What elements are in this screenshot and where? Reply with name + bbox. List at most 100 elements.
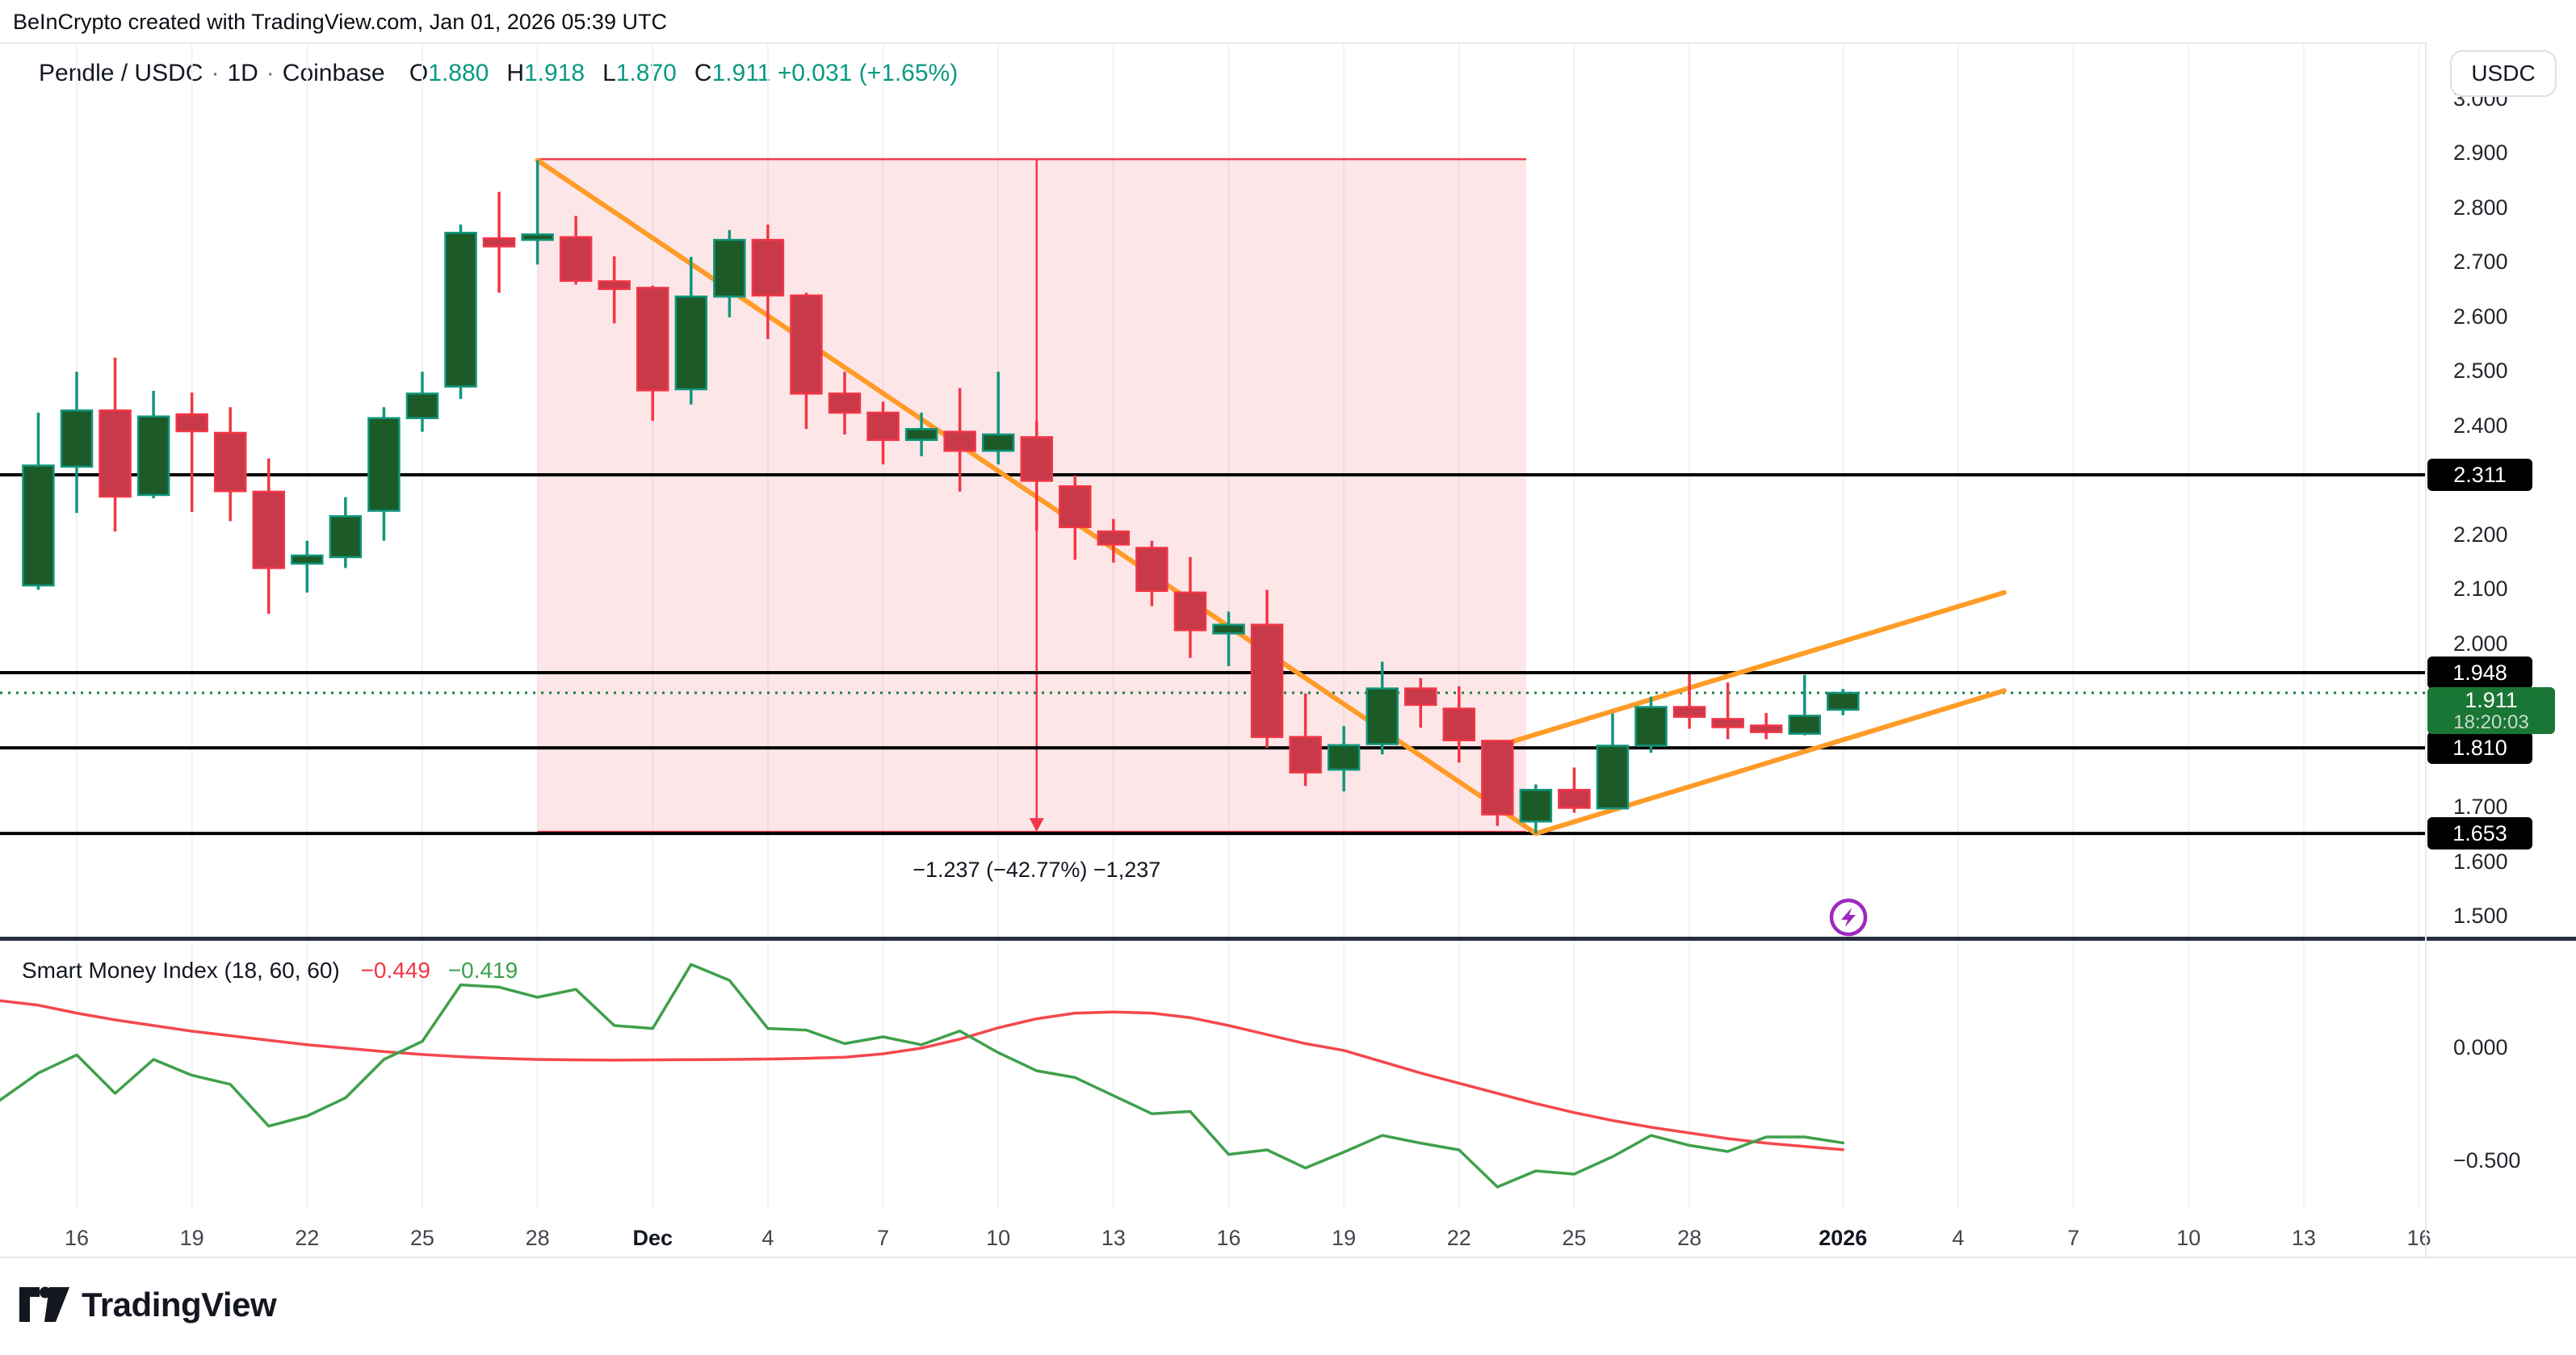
candle-body xyxy=(1173,591,1207,631)
candle-body xyxy=(866,411,900,442)
ohlc-letter: C xyxy=(694,60,712,86)
candle-body xyxy=(1059,485,1092,529)
attribution-text: BeInCrypto created with TradingView.com,… xyxy=(13,10,667,34)
price-tick-label: 2.500 xyxy=(2453,359,2508,384)
candle-body xyxy=(1097,530,1131,546)
time-tick-label: 2026 xyxy=(1819,1226,1868,1250)
price-tick-label: 2.200 xyxy=(2453,522,2508,547)
widget-bottom-border xyxy=(0,1256,2576,1258)
current-price-tag: 1.911 18:20:03 xyxy=(2427,687,2555,734)
currency-toggle-button[interactable]: USDC xyxy=(2450,50,2557,97)
time-tick-label: 28 xyxy=(1677,1226,1702,1250)
lightning-bolt-glyph xyxy=(1841,908,1856,927)
time-tick-label: 19 xyxy=(179,1226,204,1250)
candle-body xyxy=(367,417,401,512)
pane-separator[interactable] xyxy=(0,937,2576,941)
ohlc-value: 1.870 xyxy=(615,60,677,86)
candle-body xyxy=(1135,547,1168,593)
candle-body xyxy=(1596,745,1630,810)
price-tick-label: 2.100 xyxy=(2453,577,2508,602)
separator-dot: · xyxy=(211,60,220,86)
candle-body xyxy=(1634,706,1668,747)
ohlc-value: 1.880 xyxy=(428,60,489,86)
candle-body xyxy=(291,554,324,565)
time-tick-label: 13 xyxy=(2291,1226,2316,1250)
candle-body xyxy=(60,409,94,468)
candle-body xyxy=(636,287,669,392)
price-tick-label: 1.600 xyxy=(2453,849,2508,874)
header-divider xyxy=(0,42,2425,44)
time-tick-label: 13 xyxy=(1101,1226,1126,1250)
ohlc-value: 1.911 xyxy=(711,60,771,86)
time-tick-label: Dec xyxy=(632,1226,673,1250)
indicator-title-row[interactable]: Smart Money Index (18, 60, 60) −0.449 −0… xyxy=(22,958,518,984)
time-tick-label: 28 xyxy=(525,1226,550,1250)
candle-body xyxy=(1788,715,1821,735)
price-tick-label: 2.600 xyxy=(2453,304,2508,329)
trend-line[interactable] xyxy=(1533,688,2008,837)
symbol-row[interactable]: Pendle / USDC · 1D · Coinbase O1.880 H1.918 L1… xyxy=(39,60,958,87)
time-tick-label: 7 xyxy=(877,1226,890,1250)
bar-countdown: 18:20:03 xyxy=(2453,711,2529,733)
ohlc-readout: O1.880 H1.918 L1.870 C1.911 xyxy=(392,60,770,86)
ohlc-letter: O xyxy=(409,60,429,86)
candle-body xyxy=(1366,687,1399,745)
price-level-tag: 2.311 xyxy=(2427,459,2532,491)
tradingview-wordmark: TradingView xyxy=(82,1286,277,1324)
time-tick-label: 4 xyxy=(1952,1226,1965,1250)
price-level-tag: 1.948 xyxy=(2427,657,2532,690)
smi-line-red xyxy=(0,999,1845,1152)
candle-body xyxy=(674,296,708,391)
candle-body xyxy=(1442,707,1476,741)
candle-body xyxy=(1558,788,1591,809)
price-axis-border xyxy=(2425,42,2427,1258)
candle-body xyxy=(1289,736,1322,774)
candle-body xyxy=(828,392,862,414)
candle-body xyxy=(99,409,132,498)
candle-body xyxy=(751,238,785,297)
candle-body xyxy=(1749,724,1783,733)
measurement-label: −1.237 (−42.77%) −1,237 xyxy=(913,858,1161,882)
price-level-tag: 1.810 xyxy=(2427,732,2532,765)
candle-body xyxy=(175,413,208,433)
price-tick-label: 2.900 xyxy=(2453,141,2508,166)
time-tick-label: 22 xyxy=(1446,1226,1471,1250)
candle-body xyxy=(1672,706,1706,718)
candle-body xyxy=(213,431,247,493)
candle-body xyxy=(1519,788,1553,823)
candle-body xyxy=(482,237,516,248)
smi-tick-label: −0.500 xyxy=(2453,1148,2521,1173)
indicator-name: Smart Money Index (18, 60, 60) xyxy=(22,958,340,983)
interval-label: 1D xyxy=(227,60,258,86)
measurement-arrow-head xyxy=(1029,818,1044,833)
time-tick-label: 16 xyxy=(2406,1226,2431,1250)
price-tick-label: 1.500 xyxy=(2453,904,2508,929)
candle-body xyxy=(943,430,976,452)
price-tick-label: 2.000 xyxy=(2453,631,2508,656)
candle-body xyxy=(22,464,55,587)
time-tick-label: 16 xyxy=(64,1226,90,1250)
candle-body xyxy=(790,294,823,395)
candle-body xyxy=(559,236,593,282)
tradingview-logo-link[interactable]: TradingView xyxy=(19,1285,277,1325)
time-tick-label: 4 xyxy=(761,1226,774,1250)
trend-line[interactable] xyxy=(1510,589,2008,745)
time-tick-label: 10 xyxy=(986,1226,1011,1250)
time-tick-label: 25 xyxy=(1562,1226,1587,1250)
candle-body xyxy=(904,428,938,442)
candle-body xyxy=(1827,691,1860,711)
time-tick-label: 22 xyxy=(295,1226,320,1250)
time-tick-label: 16 xyxy=(1216,1226,1241,1250)
price-level-tag: 1.653 xyxy=(2427,817,2532,850)
symbol-name: Pendle / USDC xyxy=(39,60,203,86)
candle-body xyxy=(1711,718,1744,728)
smi-line-green xyxy=(0,963,1845,1189)
exchange-label: Coinbase xyxy=(282,60,385,86)
indicator-value-green: −0.419 xyxy=(447,958,518,983)
time-tick-label: 25 xyxy=(409,1226,434,1250)
candle-body xyxy=(1250,623,1284,738)
separator-dot: · xyxy=(266,60,275,86)
ohlc-value: 1.918 xyxy=(524,60,585,86)
